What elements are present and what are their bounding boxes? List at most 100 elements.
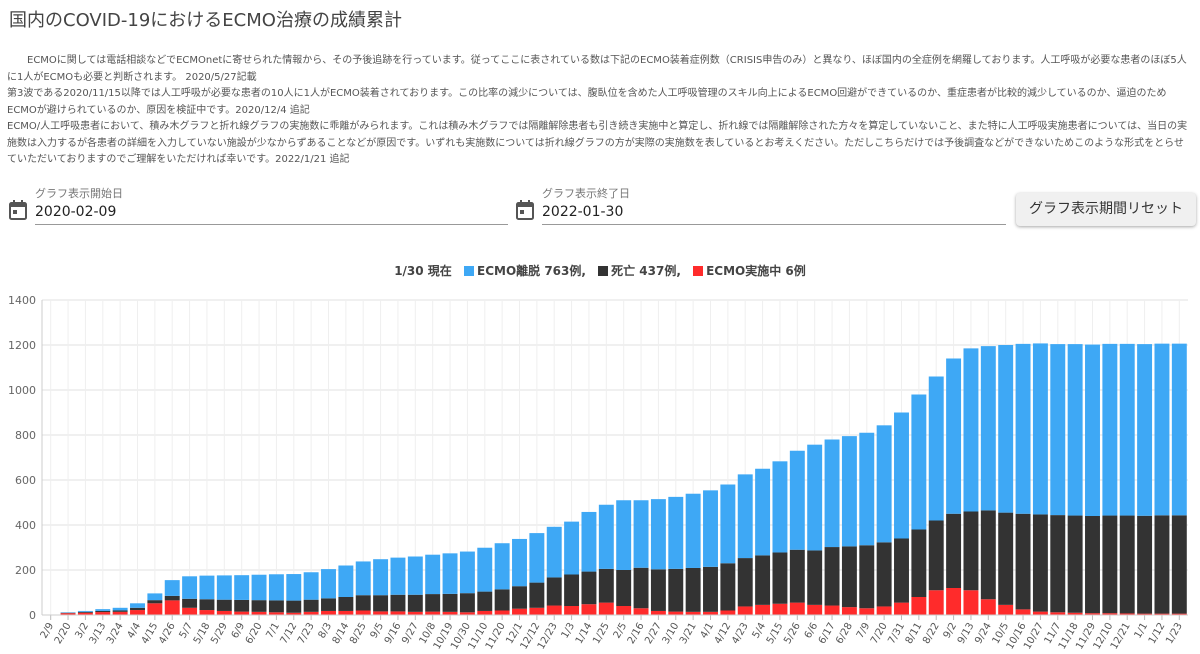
bar-segment (755, 468, 771, 556)
legend-prefix: 1/30 現在 (394, 264, 452, 278)
bar-segment (911, 394, 927, 530)
bar-segment (564, 606, 580, 615)
bar-segment (182, 607, 198, 615)
bar-segment (737, 558, 753, 607)
bar-segment (998, 604, 1014, 615)
x-tick-label: 1/12 (1147, 621, 1168, 646)
bar-segment (894, 538, 909, 603)
calendar-icon[interactable] (9, 200, 27, 220)
x-tick-label: 1/14 (574, 621, 595, 646)
bar-segment (407, 611, 423, 615)
x-tick-label: 7/12 (279, 621, 300, 646)
bar-segment (928, 590, 944, 615)
bar-segment (668, 496, 684, 569)
reset-period-button[interactable]: グラフ表示期間リセット (1016, 193, 1196, 226)
bar-segment (477, 591, 493, 611)
bar-segment (147, 593, 163, 601)
x-tick-label: 5/18 (192, 621, 213, 646)
bar-segment (512, 586, 527, 609)
legend-item-ecmo-weaned[interactable]: ECMO離脱 763例, (477, 264, 586, 278)
end-date-label: グラフ表示終了日 (542, 187, 630, 200)
bar-segment (772, 603, 788, 615)
x-tick-label: 9/24 (973, 621, 994, 646)
bar-segment (1050, 515, 1066, 613)
bar-segment (546, 526, 562, 578)
bar-segment (303, 611, 319, 615)
bar-segment (841, 607, 857, 615)
bar-segment (720, 610, 736, 615)
bar-segment (321, 569, 336, 599)
bar-segment (1085, 344, 1100, 516)
bar-segment (251, 600, 267, 612)
bar-segment (407, 556, 423, 595)
bar-segment (286, 600, 302, 613)
x-tick-label: 6/20 (244, 621, 265, 646)
x-tick-label: 7/31 (886, 621, 907, 646)
bar-segment (216, 610, 232, 615)
end-date-input[interactable]: 2022-01-30 (542, 200, 1006, 225)
bar-segment (425, 594, 441, 612)
bar-segment (650, 499, 666, 570)
bar-segment (95, 609, 111, 611)
x-tick-label: 3/10 (661, 621, 682, 646)
x-tick-label: 6/17 (817, 621, 838, 646)
bar-segment (876, 606, 892, 615)
bar-segment (963, 511, 979, 591)
bar-segment (1015, 343, 1031, 514)
bar-segment (112, 607, 128, 611)
bar-segment (859, 432, 875, 546)
x-tick-label: 9/27 (400, 621, 421, 646)
x-tick-label: 5/15 (765, 621, 786, 646)
bar-segment (130, 607, 145, 611)
bar-segment (668, 568, 684, 612)
legend-item-deaths[interactable]: 死亡 437例, (611, 264, 681, 278)
bar-segment (425, 611, 441, 615)
y-tick-label: 0 (29, 609, 36, 622)
bar-segment (1154, 343, 1170, 516)
bar-segment (876, 425, 892, 543)
bar-segment (841, 546, 857, 608)
bar-segment (859, 608, 875, 615)
bar-segment (77, 610, 93, 612)
bar-segment (755, 555, 771, 605)
bar-segment (130, 610, 145, 615)
legend-item-ecmo-ongoing[interactable]: ECMO実施中 6例 (706, 264, 806, 278)
x-tick-label: 9/16 (383, 621, 404, 646)
bar-segment (581, 511, 597, 572)
bar-segment (963, 590, 979, 615)
bar-segment (824, 605, 840, 615)
x-tick-label: 2/20 (53, 621, 74, 646)
x-tick-label: 7/20 (869, 621, 890, 646)
bar-segment (650, 610, 666, 615)
bar-segment (355, 595, 371, 611)
bar-segment (685, 611, 701, 615)
bar-segment (459, 551, 475, 594)
bar-segment (685, 493, 701, 568)
bar-segment (616, 606, 632, 615)
bar-segment (703, 566, 718, 612)
bar-segment (598, 504, 614, 569)
bar-segment (598, 568, 614, 603)
bar-segment (581, 604, 597, 615)
bar-segment (130, 603, 145, 608)
x-tick-label: 7/23 (296, 621, 317, 646)
calendar-icon[interactable] (516, 200, 534, 220)
bar-segment (1119, 343, 1135, 516)
bar-segment (737, 606, 753, 615)
bar-segment (980, 599, 996, 615)
y-tick-label: 800 (15, 429, 36, 442)
start-date-input[interactable]: 2020-02-09 (35, 200, 508, 225)
x-tick-label: 2/16 (626, 621, 647, 646)
bar-segment (199, 599, 215, 611)
bar-segment (755, 604, 771, 615)
x-tick-label: 8/25 (348, 621, 369, 646)
bar-segment (373, 559, 389, 596)
bar-segment (980, 510, 996, 600)
bar-segment (286, 612, 302, 615)
bar-segment (199, 575, 215, 600)
bar-segment (703, 490, 718, 567)
chart-legend: 1/30 現在 ECMO離脱 763例, 死亡 437例, ECMO実施中 6例 (0, 262, 1200, 279)
bar-segment (703, 611, 718, 615)
note-paragraph: ECMO/人工呼吸患者において、積み木グラフと折れ線グラフの実施数に乖離がみられ… (7, 121, 1188, 165)
bar-segment (60, 613, 76, 615)
